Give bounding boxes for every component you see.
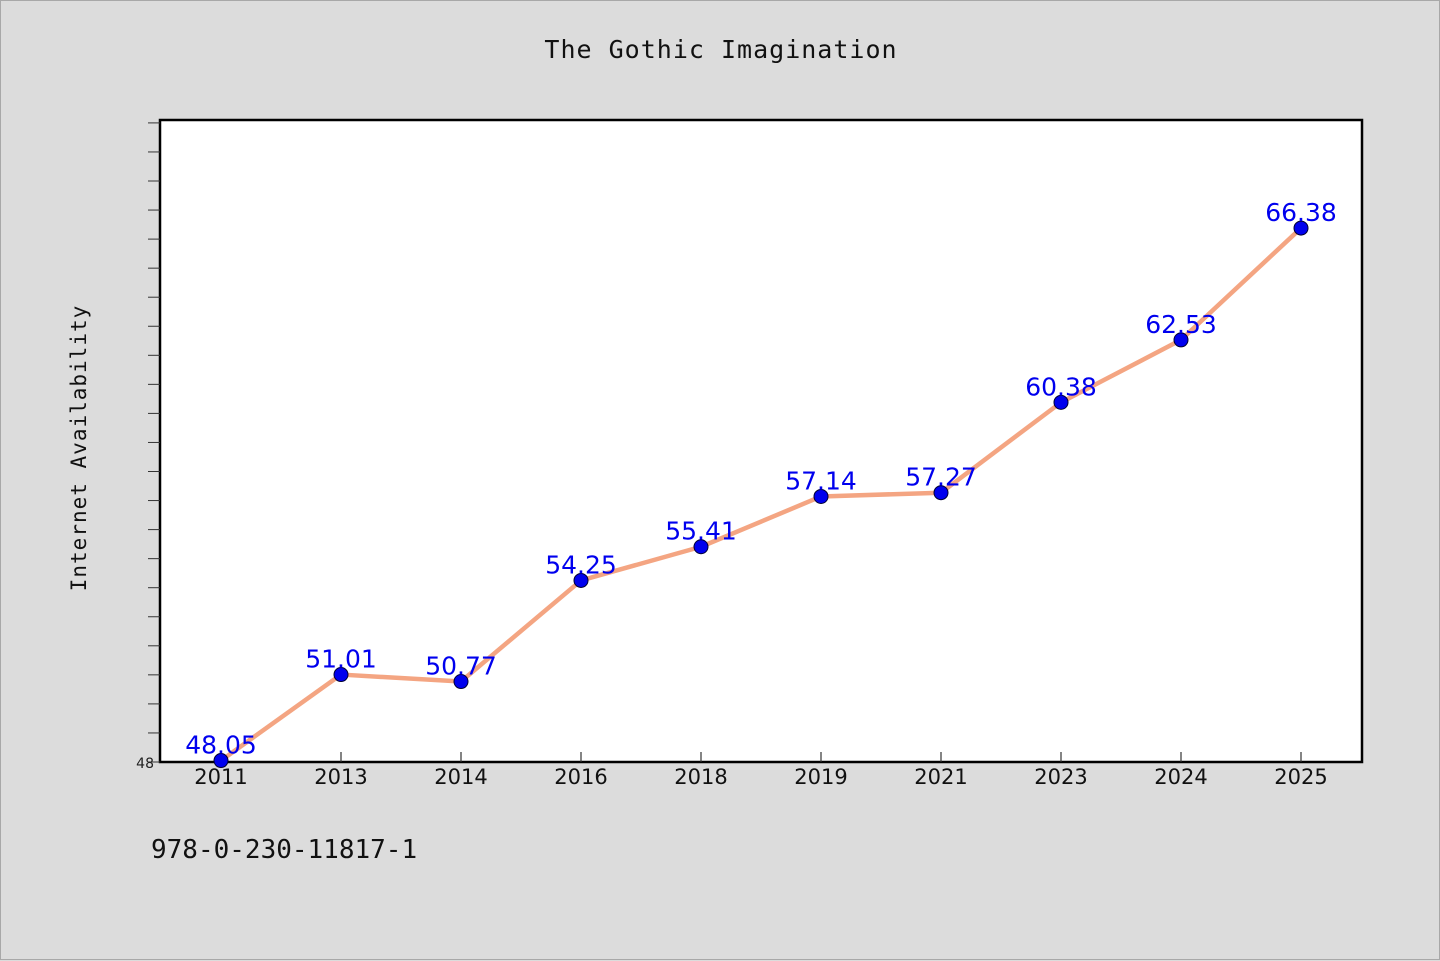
x-tick-label: 2021 xyxy=(914,765,967,789)
chart-title: The Gothic Imagination xyxy=(544,35,898,64)
x-tick-label: 2018 xyxy=(674,765,727,789)
data-point xyxy=(213,753,229,769)
x-axis-tick-labels: 2011 2013 2014 2016 2018 2019 2021 2023 2024 2025 xyxy=(194,765,1327,789)
data-label: 66.38 xyxy=(1265,198,1337,227)
x-tick-label: 2019 xyxy=(794,765,847,789)
data-point xyxy=(573,572,589,588)
data-point xyxy=(933,485,949,501)
isbn-footer: 978-0-230-11817-1 xyxy=(151,835,418,865)
x-tick-label: 2023 xyxy=(1034,765,1087,789)
data-point xyxy=(1293,220,1309,236)
y-tick-label: 48 xyxy=(136,756,154,772)
data-labels: 48.05 51.01 50.77 54.25 55.41 57.14 57.27 60.38… xyxy=(185,198,1337,759)
data-label: 62.53 xyxy=(1145,310,1217,339)
data-label: 57.27 xyxy=(905,463,977,492)
data-point xyxy=(1173,332,1189,348)
data-label: 60.38 xyxy=(1025,372,1097,401)
x-tick-label: 2013 xyxy=(314,765,367,789)
plot-area xyxy=(158,118,1364,764)
series-line xyxy=(218,225,1304,763)
data-point xyxy=(693,539,709,555)
x-tick-label: 2014 xyxy=(434,765,487,789)
x-tick-label: 2025 xyxy=(1274,765,1327,789)
data-point xyxy=(333,667,349,683)
data-point xyxy=(813,488,829,504)
x-tick-label: 2024 xyxy=(1154,765,1207,789)
series-line-group xyxy=(218,225,1304,763)
data-points xyxy=(213,220,1309,769)
data-label: 55.41 xyxy=(665,517,737,546)
data-point xyxy=(1053,394,1069,410)
data-label: 48.05 xyxy=(185,731,257,760)
x-tick-label: 2011 xyxy=(194,765,247,789)
data-point xyxy=(453,674,469,690)
y-axis-ticks xyxy=(148,122,160,763)
data-label: 57.14 xyxy=(785,466,857,495)
y-axis-tick-labels: 48 xyxy=(136,756,154,772)
data-label: 54.25 xyxy=(545,550,617,579)
data-label: 50.77 xyxy=(425,652,497,681)
x-tick-label: 2016 xyxy=(554,765,607,789)
data-label: 51.01 xyxy=(305,645,377,674)
